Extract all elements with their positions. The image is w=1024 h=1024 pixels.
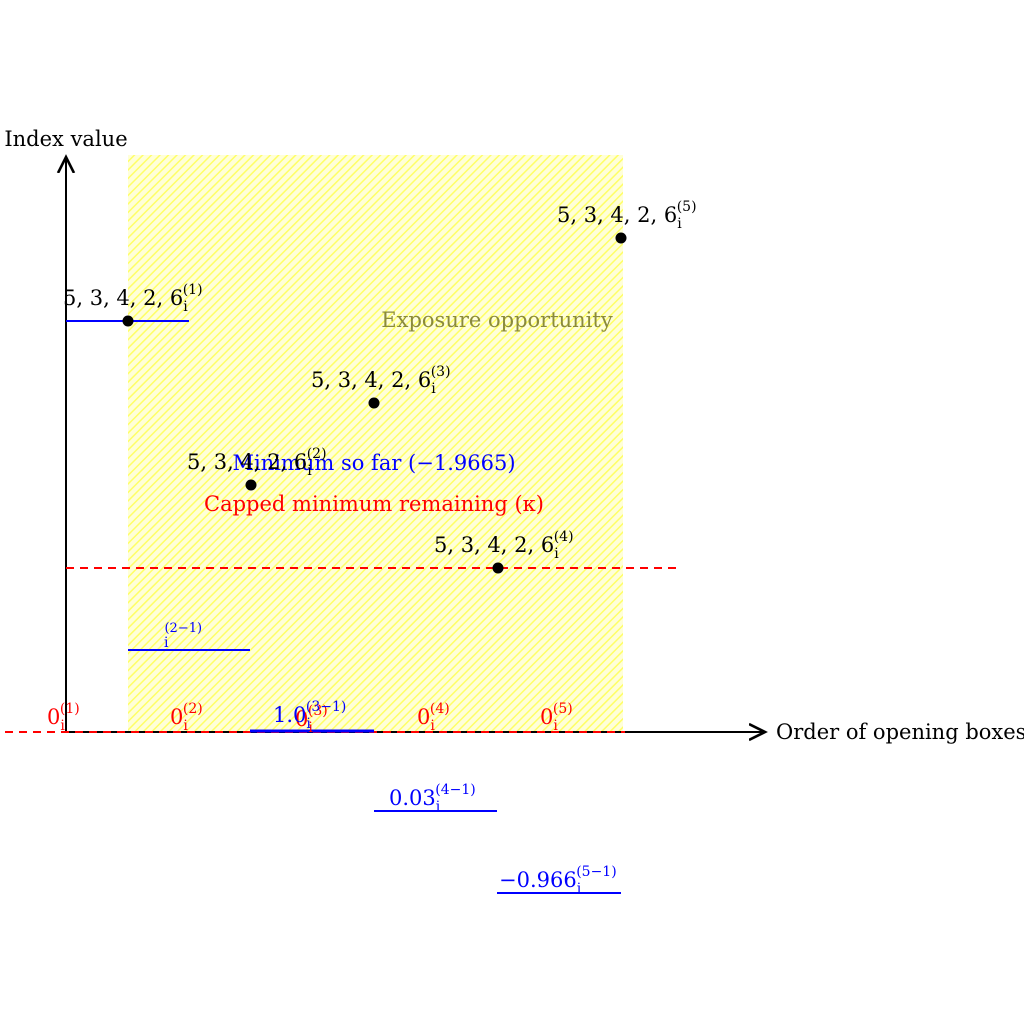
x-axis-label: Order of opening boxes [776, 720, 1024, 744]
exposure-region-label: Exposure opportunity [381, 308, 613, 332]
increment-label-4: 0.03i(4−1) [389, 782, 476, 815]
point-label-1: 5, 3, 4, 2, 6i(1) [63, 282, 203, 315]
point-4 [492, 562, 504, 574]
increment-label-5: −0.966i(5−1) [499, 864, 617, 897]
zero-label-5: 0i(5) [540, 701, 573, 734]
zero-label-3: 0i(3) [295, 703, 328, 736]
point-label-5: 5, 3, 4, 2, 6i(5) [557, 199, 697, 232]
point-5 [615, 232, 627, 244]
minimum-so-far-label: Minimum so far (−1.9665) [232, 451, 515, 475]
point-label-4: 5, 3, 4, 2, 6i(4) [434, 529, 574, 562]
point-3 [368, 397, 380, 409]
capped-minimum-label: Capped minimum remaining (κ) [204, 492, 544, 516]
point-2 [245, 479, 257, 491]
point-label-2: 5, 3, 4, 2, 6i(2) [187, 446, 327, 479]
y-axis-label: Index value [4, 127, 127, 151]
increment-label-2: i(2−1) [164, 621, 202, 651]
point-1 [122, 315, 134, 327]
increment-label-3: 1.0i(3−1) [273, 699, 346, 732]
zero-label-2: 0i(2) [170, 701, 203, 734]
zero-label-4: 0i(4) [417, 701, 450, 734]
point-label-3: 5, 3, 4, 2, 6i(3) [311, 364, 451, 397]
zero-label-1: 0i(1) [47, 701, 80, 734]
exposure-region [128, 155, 623, 732]
